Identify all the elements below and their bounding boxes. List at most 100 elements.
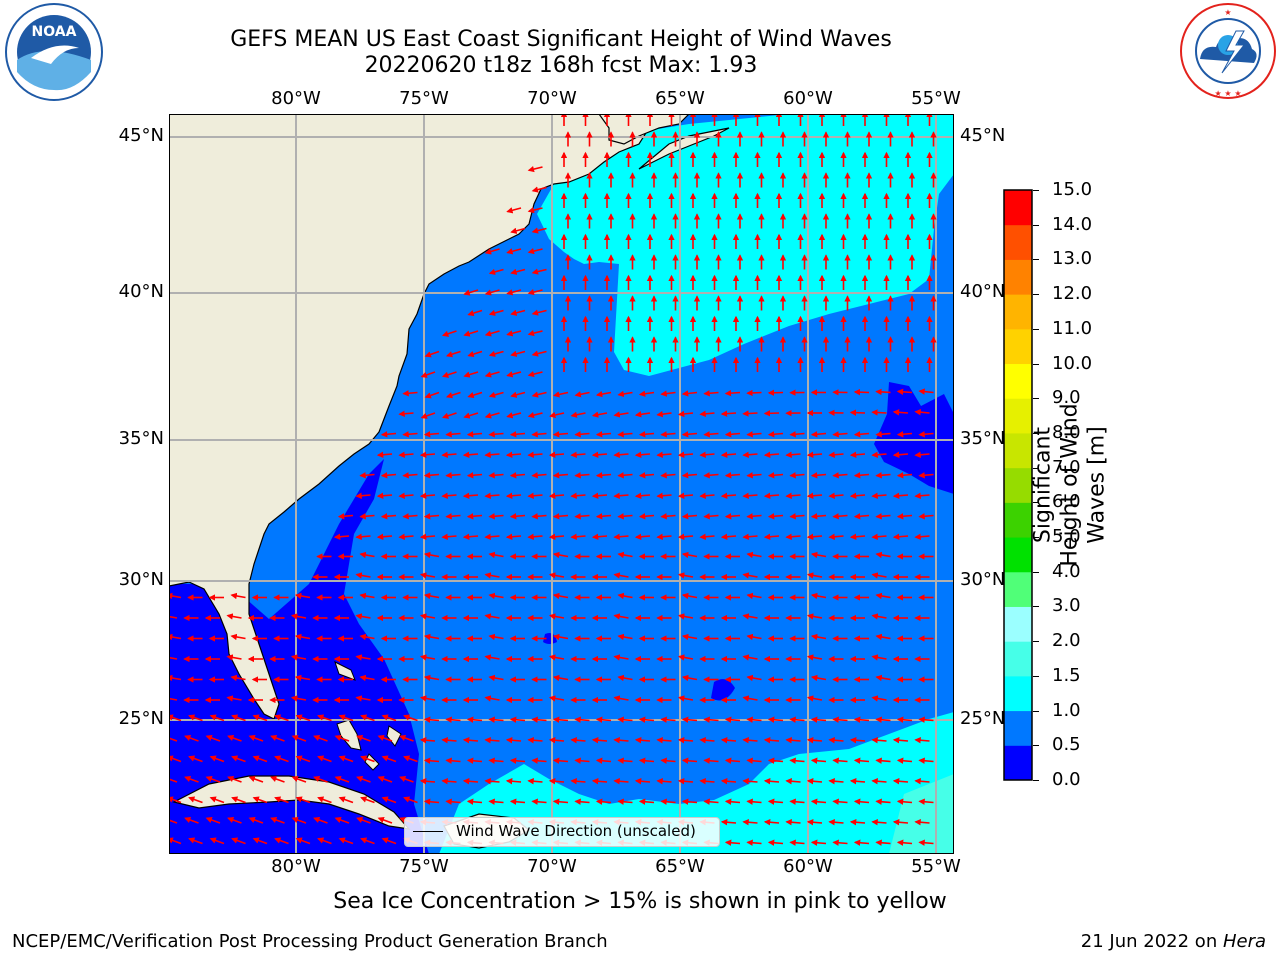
wave-arrow [209,714,225,722]
wave-arrow [506,248,522,255]
wave-arrow [505,451,522,458]
wave-arrow [169,734,178,742]
wave-arrow [419,533,436,540]
wave-arrow [205,734,221,742]
wave-arrow [527,492,543,499]
colorbar-segment [1004,606,1032,642]
wave-arrow [875,551,891,559]
wave-arrow [806,778,823,785]
wave-arrow [398,410,414,417]
wave-arrow [419,572,436,579]
wave-arrow [270,734,285,742]
wave-arrow [356,775,371,783]
wave-arrow [914,451,930,458]
wave-arrow [424,391,440,399]
wave-arrow [660,798,676,805]
wave-arrow [574,798,590,805]
wave-arrow [638,431,655,438]
wave-arrow [424,350,440,358]
wave-arrow [613,572,629,579]
wave-arrow [789,716,805,723]
wave-arrow [746,716,762,723]
wave-arrow [488,268,504,275]
wave-arrow [810,674,827,682]
wave-arrow [617,716,633,723]
wave-arrow [742,819,758,826]
lon-tick-label: 80°W [271,88,321,109]
wave-arrow [570,778,586,785]
colorbar-tick [1033,190,1039,191]
wave-arrow [914,778,930,785]
wave-arrow [806,819,823,826]
wave-arrow [355,695,371,702]
wave-arrow [231,714,246,722]
wave-arrow [806,572,823,579]
wave-arrow [703,716,719,723]
wave-arrow [509,431,526,438]
wave-arrow [703,757,719,764]
footer-machine: Hera [1222,931,1266,952]
wave-arrow [828,533,844,540]
land-cuba [172,775,411,830]
wave-arrow [660,513,676,520]
wave-arrow [290,613,307,620]
wave-arrow [720,492,737,499]
wave-arrow [724,716,741,723]
wave-arrow [699,533,715,540]
wave-arrow [376,492,393,499]
wave-arrow [742,737,758,744]
wave-arrow [355,492,371,499]
wave-arrow [548,695,565,702]
wave-arrow [656,737,672,744]
wave-arrow [849,451,866,458]
wave-arrow [313,816,328,824]
wave-arrow [638,472,655,479]
wave-arrow [184,775,199,783]
wave-arrow [677,778,694,785]
footer-date: 21 Jun 2022 on Hera [1081,931,1266,952]
wave-arrow [359,551,375,559]
wave-arrow [742,778,758,785]
wave-arrow [613,778,629,785]
wave-arrow [398,492,414,499]
wave-arrow [484,572,500,579]
wave-arrow [591,737,608,744]
colorbar-tick [1033,432,1039,434]
wave-arrow [359,633,375,641]
colorbar-tick [1033,259,1039,261]
colorbar-tick [1033,675,1039,677]
wave-arrow [746,674,762,682]
wave-arrow [227,734,242,742]
wave-arrow [785,451,801,458]
wave-arrow [360,796,375,804]
wave-arrow [252,796,268,804]
wave-arrow [875,472,891,479]
legend-line-sample [413,831,443,832]
wave-arrow [484,737,500,744]
wave-arrow [617,633,633,641]
wave-arrow [574,391,590,398]
wave-arrow [595,431,612,438]
wave-arrow [849,533,866,540]
wave-arrow [441,371,457,378]
wave-arrow [488,551,504,559]
wave-arrow [746,431,762,438]
wave-arrow [338,755,354,763]
wave-arrow [510,268,526,275]
wave-arrow [746,757,762,764]
wave-arrow [484,695,500,702]
wave-arrow [789,431,805,438]
wave-arrow [376,533,393,540]
wave-arrow [875,513,891,520]
colorbar-tick-label: 1.5 [1052,664,1081,686]
wave-arrow [656,410,672,418]
wave-arrow [484,371,500,378]
wave-arrow [356,734,371,742]
wave-arrow [699,410,715,418]
wave-arrow [871,409,887,416]
wave-arrow [613,411,629,418]
wave-arrow [359,592,375,600]
colorbar-tick [1033,780,1039,781]
lon-tick-label: 60°W [783,88,833,109]
wave-arrow [617,472,633,479]
